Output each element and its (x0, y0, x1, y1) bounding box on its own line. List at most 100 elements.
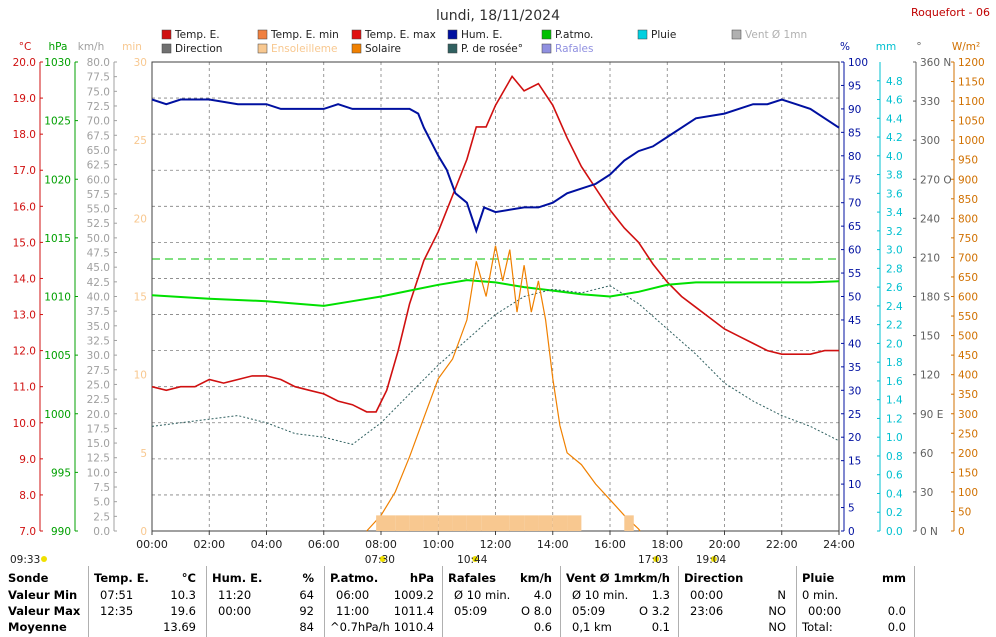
tick-temp: 13.0 (13, 310, 36, 322)
tick-solar: 600 (958, 292, 978, 304)
legend-swatch (161, 29, 172, 40)
tick-humidity: 0 (848, 526, 855, 538)
tick-wind: 45.0 (87, 262, 110, 274)
tick-wind: 20.0 (87, 409, 110, 421)
tick-temp: 19.0 (13, 93, 36, 105)
tick-humidity: 55 (848, 268, 861, 280)
sunshine-bar (567, 515, 582, 531)
temp-min-time: 07:51 (100, 588, 134, 602)
tick-humidity: 35 (848, 362, 861, 374)
tick-wind: 22.5 (87, 394, 110, 406)
axis-unit-solar: W/m² (952, 41, 980, 53)
sunshine-bar (538, 515, 553, 531)
patmo-min-time: 06:00 (336, 588, 370, 602)
tick-temp: 16.0 (13, 201, 36, 213)
sun-marker (379, 556, 386, 562)
tick-wind: 70.0 (87, 116, 110, 128)
tick-pressure: 995 (51, 467, 71, 479)
tick-wind: 32.5 (87, 335, 110, 347)
tick-wind: 7.5 (93, 482, 110, 494)
tick-solar: 400 (958, 370, 978, 382)
legend-label: Vent Ø 1mn (745, 29, 807, 41)
table-col-pluie: Pluie mm 0 min. 00:00 0.0 Total: 0.0 (802, 566, 908, 637)
tick-rain: 4.2 (886, 132, 903, 144)
legend-swatch (637, 29, 648, 40)
tick-wind: 0.0 (93, 526, 110, 538)
tick-temp: 17.0 (13, 165, 36, 177)
tick-wind: 25.0 (87, 379, 110, 391)
axis-unit-humidity: % (840, 41, 850, 53)
tick-rain: 1.4 (886, 395, 903, 407)
tick-sun_minutes: 15 (134, 292, 147, 304)
tick-wind: 12.5 (87, 453, 110, 465)
vent-run: 0,1 km (572, 620, 612, 634)
pluie-max-value: 0.0 (887, 604, 906, 618)
direction-max-time: 23:06 (690, 604, 724, 618)
tick-wind: 60.0 (87, 174, 110, 186)
rafales-max-time: 05:09 (454, 604, 488, 618)
tick-pressure: 1015 (44, 233, 71, 245)
tick-temp: 12.0 (13, 346, 36, 358)
legend-swatch (447, 29, 458, 40)
tick-direction: 90 E (920, 409, 943, 421)
tick-humidity: 20 (848, 432, 861, 444)
row-label-min: Valeur Min (8, 588, 78, 602)
tick-solar: 300 (958, 409, 978, 421)
x-tick-label: 22:00 (766, 538, 798, 551)
tick-pressure: 1010 (44, 292, 71, 304)
tick-humidity: 60 (848, 245, 861, 257)
table-unit-pluie: mm (882, 571, 906, 585)
tick-wind: 35.0 (87, 321, 110, 333)
series-p-atmo (151, 279, 840, 307)
table-col-temp: Temp. E. °C 07:51 10.3 12:35 19.6 13.69 (94, 566, 200, 637)
tick-wind: 2.5 (93, 511, 110, 523)
table-unit-vent: km/h (637, 571, 670, 585)
x-tick-label: 00:00 (136, 538, 168, 551)
sun-time-label: 17:03 (638, 554, 668, 566)
sun-time-label: 07:30 (365, 554, 395, 566)
tick-wind: 50.0 (87, 233, 110, 245)
tick-humidity: 90 (848, 104, 861, 116)
sunshine-bar (395, 515, 410, 531)
tick-rain: 3.0 (886, 245, 903, 257)
rafales-avg-value: 0.6 (533, 620, 552, 634)
chart-grid (151, 61, 840, 532)
tick-rain: 2.2 (886, 320, 903, 332)
tick-direction: 330 (920, 96, 940, 108)
series-p-de-ros-e (151, 285, 840, 445)
legend-label: Ensoleilleme (271, 43, 337, 55)
table-header-hum: Hum. E. (212, 571, 263, 585)
tick-rain: 1.8 (886, 357, 903, 369)
legend-swatch (351, 29, 362, 40)
tick-rain: 3.8 (886, 170, 903, 182)
sunshine-bar (495, 515, 510, 531)
tick-humidity: 85 (848, 127, 861, 139)
tick-direction: 30 (920, 487, 933, 499)
tick-pressure: 1020 (44, 174, 71, 186)
tick-rain: 1.0 (886, 432, 903, 444)
rafales-max-value: O 8.0 (521, 604, 552, 618)
tick-sun_minutes: 0 (140, 526, 147, 538)
temp-max-value: 19.6 (170, 604, 196, 618)
hum-min-value: 64 (299, 588, 314, 602)
tick-rain: 0.4 (886, 488, 903, 500)
pluie-total-value: 0.0 (887, 620, 906, 634)
x-tick-label: 02:00 (193, 538, 225, 551)
tick-wind: 15.0 (87, 438, 110, 450)
tick-sun_minutes: 20 (134, 213, 147, 225)
temp-avg-value: 13.69 (163, 620, 196, 634)
tick-temp: 20.0 (13, 57, 36, 69)
sunshine-bar (409, 515, 424, 531)
sunshine-bar (376, 515, 381, 531)
tick-temp: 10.0 (13, 418, 36, 430)
sunshine-bar (509, 515, 525, 531)
legend-swatch (541, 43, 552, 54)
axis-units: °C hPa km/h min% mm ° W/m² (19, 41, 980, 53)
tick-wind: 77.5 (87, 72, 110, 84)
tick-wind: 37.5 (87, 306, 110, 318)
table-header-patmo: P.atmo. (330, 571, 379, 585)
table-header-rafales: Rafales (448, 571, 496, 585)
tick-temp: 18.0 (13, 129, 36, 141)
legend-swatch (257, 29, 268, 40)
temp-max-time: 12:35 (100, 604, 134, 618)
